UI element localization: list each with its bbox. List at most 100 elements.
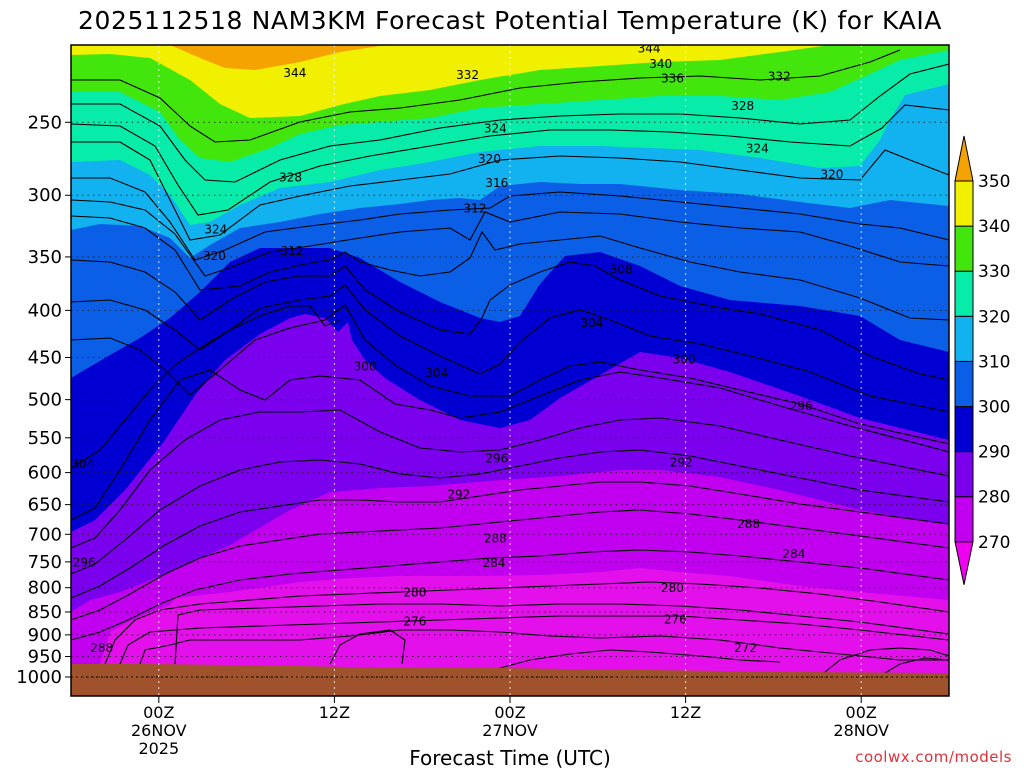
isentrope	[71, 409, 949, 549]
colorbar-tick-label: 330	[978, 262, 1010, 282]
y-tick-label: 750	[28, 552, 62, 573]
isentrope	[71, 141, 949, 241]
isentrope	[329, 629, 406, 665]
y-tick-label: 350	[28, 247, 62, 268]
contour-label: 324	[204, 223, 227, 237]
colorbar-tick-label: 350	[978, 172, 1010, 192]
contour-label: 324	[484, 122, 507, 136]
contour-label: 312	[281, 244, 304, 258]
contour-label: 276	[403, 615, 426, 629]
colorbar-segment	[954, 451, 974, 498]
contour-label: 296	[790, 399, 813, 413]
contour-label: 304	[71, 457, 94, 471]
colorbar-tick-label: 340	[978, 217, 1010, 237]
isentrope	[879, 657, 949, 677]
contour-label: 304	[580, 316, 603, 330]
x-tick-label: 27NOV	[482, 721, 538, 740]
grid	[71, 45, 949, 696]
credit-text: coolwx.com/models	[855, 748, 1012, 766]
isentrope	[71, 304, 949, 445]
contour-label: 332	[768, 70, 791, 84]
contour-label: 320	[478, 152, 501, 166]
isentrope	[71, 284, 949, 413]
contour-label: 316	[485, 176, 508, 190]
colorbar-upper-extension	[954, 135, 974, 182]
y-tick-label: 1000	[16, 667, 62, 688]
y-tick-label: 900	[28, 625, 62, 646]
contour-label: 328	[731, 99, 754, 113]
contour-label: 284	[482, 556, 505, 570]
colorbar-segment	[954, 270, 974, 317]
band-350-plus	[170, 45, 400, 70]
isentrope	[71, 177, 949, 261]
contour-label: 296	[73, 555, 96, 569]
isentrope	[71, 449, 949, 575]
isentrope	[499, 649, 781, 669]
x-tick-label: 00Z	[846, 703, 877, 722]
contour-label: 300	[673, 352, 696, 366]
x-tick-label: 26NOV	[131, 721, 187, 740]
x-tick-label: 00Z	[143, 703, 174, 722]
isentrope	[71, 215, 949, 321]
colorbar-segment	[954, 360, 974, 407]
colorbar-segment	[954, 180, 974, 227]
isentrope	[174, 603, 949, 665]
contour-label: 284	[782, 547, 805, 561]
contour-label: 320	[203, 249, 226, 263]
x-tick-label: 28NOV	[833, 721, 889, 740]
y-tick-label: 700	[28, 524, 62, 545]
y-tick-label: 250	[28, 112, 62, 133]
y-tick-label: 550	[28, 428, 62, 449]
contour-label: 340	[649, 57, 672, 71]
y-tick-label: 400	[28, 300, 62, 321]
contour-label: 292	[447, 488, 470, 502]
contour-label: 292	[670, 455, 693, 469]
y-tick-label: 800	[28, 578, 62, 599]
colorbar-tick-label: 270	[978, 533, 1010, 553]
contour-label: 324	[746, 142, 769, 156]
colorbar-segment	[954, 315, 974, 362]
isentrope	[71, 305, 341, 469]
contour-label: 296	[485, 451, 508, 465]
x-tick-label: 00Z	[494, 703, 525, 722]
isentrope	[71, 509, 949, 621]
contour-label: 344	[283, 66, 306, 80]
y-tick-label: 600	[28, 463, 62, 484]
isentropes	[71, 49, 949, 677]
y-tick-label: 450	[28, 347, 62, 368]
y-tick-label: 850	[28, 602, 62, 623]
contour-label: 276	[664, 612, 687, 626]
contour-label: 312	[463, 201, 486, 215]
y-tick-label: 950	[28, 646, 62, 667]
isentrope	[71, 199, 949, 277]
y-tick-label: 650	[28, 495, 62, 516]
contour-label: 336	[661, 71, 684, 85]
isentrope	[819, 647, 949, 677]
contour-label: 280	[661, 581, 684, 595]
colorbar-tick-label: 280	[978, 488, 1010, 508]
contour-label: 304	[425, 366, 448, 380]
contour-label: 300	[354, 359, 377, 373]
x-axis-label: Forecast Time (UTC)	[409, 746, 611, 768]
contour-label: 288	[90, 641, 113, 655]
isentrope	[119, 615, 949, 665]
isentrope	[71, 63, 949, 183]
x-tick-label: 2025	[138, 739, 179, 758]
contour-label: 332	[456, 68, 479, 82]
contour-label: 288	[737, 517, 760, 531]
colorbar-tick-label: 310	[978, 352, 1010, 372]
contour-label: 344	[638, 42, 661, 56]
y-tick-label: 300	[28, 185, 62, 206]
colorbar-tick-label: 320	[978, 307, 1010, 327]
colorbar-segment	[954, 496, 974, 543]
x-tick-label: 12Z	[670, 703, 701, 722]
x-tick-label: 12Z	[319, 703, 350, 722]
contour-label: 288	[484, 531, 507, 545]
contour-label: 308	[610, 262, 633, 276]
y-axis: 2503003504004505005506006507007508008509…	[16, 112, 71, 688]
terrain	[71, 664, 949, 696]
isentrope	[71, 49, 901, 143]
